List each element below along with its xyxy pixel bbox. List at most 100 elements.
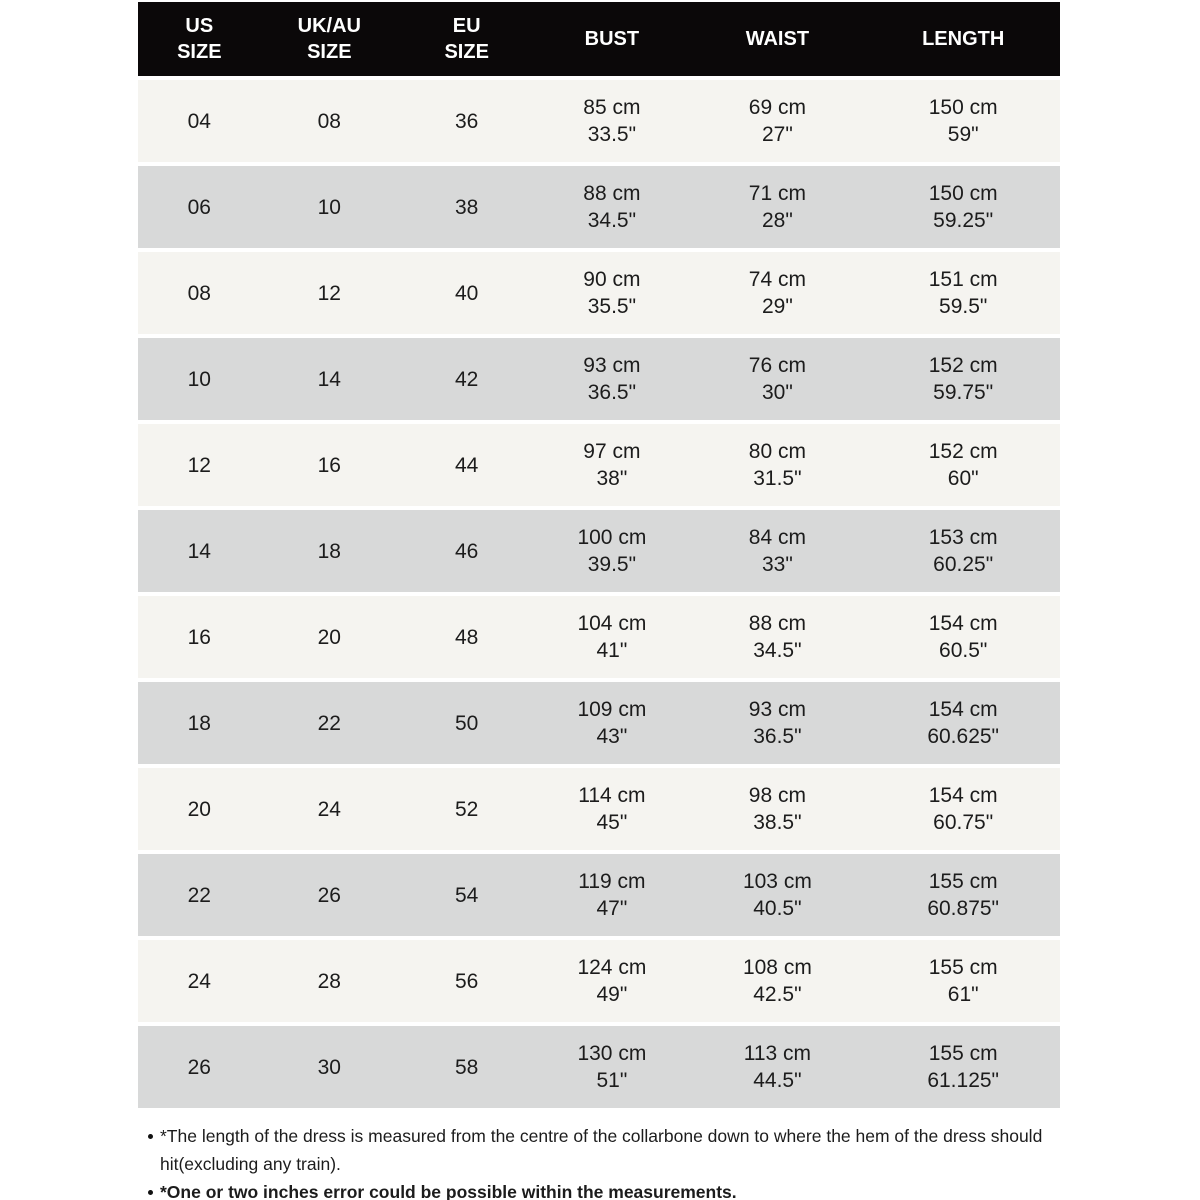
table-row: 06 10 38 88 cm 34.5" 71 cm 28" 150 cm 59.25" [138, 162, 1060, 250]
cell-us-size: 14 [138, 506, 261, 594]
cell-ukau-size: 18 [260, 506, 398, 594]
cell-waist: 113 cm 44.5" [688, 1022, 867, 1108]
cell-us-size: 10 [138, 334, 261, 422]
footnote-measurement-error: *One or two inches error could be possib… [148, 1178, 1052, 1200]
cell-length: 155 cm 60.875" [866, 850, 1060, 938]
cell-waist: 98 cm 38.5" [688, 764, 867, 852]
footnote-length-measurement: *The length of the dress is measured fro… [148, 1122, 1052, 1178]
cell-eu-size: 46 [398, 506, 536, 594]
cell-bust: 100 cm 39.5" [535, 506, 689, 594]
cell-ukau-size: 26 [260, 850, 398, 938]
cell-length: 152 cm 60" [866, 420, 1060, 508]
cell-length: 153 cm 60.25" [866, 506, 1060, 594]
table-header: US SIZE UK/AU SIZE EU SIZE BUST WAIST LE… [138, 2, 1060, 78]
column-header-bust: BUST [535, 2, 689, 78]
cell-bust: 104 cm 41" [535, 592, 689, 680]
cell-eu-size: 58 [398, 1022, 536, 1108]
cell-length: 155 cm 61" [866, 936, 1060, 1024]
cell-eu-size: 40 [398, 248, 536, 336]
cell-bust: 114 cm 45" [535, 764, 689, 852]
cell-waist: 103 cm 40.5" [688, 850, 867, 938]
cell-length: 154 cm 60.5" [866, 592, 1060, 680]
cell-eu-size: 38 [398, 162, 536, 250]
cell-length: 154 cm 60.625" [866, 678, 1060, 766]
cell-bust: 88 cm 34.5" [535, 162, 689, 250]
cell-ukau-size: 08 [260, 76, 398, 164]
cell-us-size: 18 [138, 678, 261, 766]
cell-us-size: 08 [138, 248, 261, 336]
table-row: 16 20 48 104 cm 41" 88 cm 34.5" 154 cm 60.5" [138, 592, 1060, 680]
size-chart-table: US SIZE UK/AU SIZE EU SIZE BUST WAIST LE… [138, 2, 1060, 1108]
cell-ukau-size: 20 [260, 592, 398, 680]
cell-waist: 80 cm 31.5" [688, 420, 867, 508]
cell-bust: 93 cm 36.5" [535, 334, 689, 422]
cell-ukau-size: 12 [260, 248, 398, 336]
column-header-length: LENGTH [866, 2, 1060, 78]
footnotes: *The length of the dress is measured fro… [138, 1122, 1060, 1200]
cell-eu-size: 36 [398, 76, 536, 164]
table-row: 18 22 50 109 cm 43" 93 cm 36.5" 154 cm 60.625… [138, 678, 1060, 766]
header-row: US SIZE UK/AU SIZE EU SIZE BUST WAIST LE… [138, 2, 1060, 78]
cell-us-size: 26 [138, 1022, 261, 1108]
table-row: 26 30 58 130 cm 51" 113 cm 44.5" 155 cm 61.12… [138, 1022, 1060, 1108]
cell-bust: 119 cm 47" [535, 850, 689, 938]
table-row: 10 14 42 93 cm 36.5" 76 cm 30" 152 cm 59.75" [138, 334, 1060, 422]
cell-length: 150 cm 59" [866, 76, 1060, 164]
cell-us-size: 20 [138, 764, 261, 852]
cell-waist: 84 cm 33" [688, 506, 867, 594]
table-row: 08 12 40 90 cm 35.5" 74 cm 29" 151 cm 59.5" [138, 248, 1060, 336]
cell-length: 151 cm 59.5" [866, 248, 1060, 336]
cell-length: 155 cm 61.125" [866, 1022, 1060, 1108]
column-header-eu-size: EU SIZE [398, 2, 536, 78]
cell-length: 150 cm 59.25" [866, 162, 1060, 250]
table-row: 20 24 52 114 cm 45" 98 cm 38.5" 154 cm 60.75" [138, 764, 1060, 852]
cell-waist: 74 cm 29" [688, 248, 867, 336]
cell-ukau-size: 22 [260, 678, 398, 766]
cell-ukau-size: 16 [260, 420, 398, 508]
cell-bust: 109 cm 43" [535, 678, 689, 766]
cell-bust: 90 cm 35.5" [535, 248, 689, 336]
cell-ukau-size: 14 [260, 334, 398, 422]
column-header-waist: WAIST [688, 2, 867, 78]
cell-bust: 97 cm 38" [535, 420, 689, 508]
cell-waist: 93 cm 36.5" [688, 678, 867, 766]
footnote-text: *The length of the dress is measured fro… [160, 1126, 1043, 1174]
cell-length: 154 cm 60.75" [866, 764, 1060, 852]
table-row: 04 08 36 85 cm 33.5" 69 cm 27" 150 cm 59" [138, 76, 1060, 164]
cell-us-size: 16 [138, 592, 261, 680]
cell-us-size: 12 [138, 420, 261, 508]
cell-length: 152 cm 59.75" [866, 334, 1060, 422]
cell-waist: 76 cm 30" [688, 334, 867, 422]
table-row: 24 28 56 124 cm 49" 108 cm 42.5" 155 cm 61" [138, 936, 1060, 1024]
cell-ukau-size: 24 [260, 764, 398, 852]
cell-eu-size: 52 [398, 764, 536, 852]
footnote-text: *One or two inches error could be possib… [160, 1182, 737, 1200]
table-body: 04 08 36 85 cm 33.5" 69 cm 27" 150 cm 59" 06 10… [138, 76, 1060, 1108]
column-header-ukau-size: UK/AU SIZE [260, 2, 398, 78]
cell-eu-size: 50 [398, 678, 536, 766]
cell-eu-size: 54 [398, 850, 536, 938]
cell-us-size: 04 [138, 76, 261, 164]
cell-waist: 88 cm 34.5" [688, 592, 867, 680]
table-row: 12 16 44 97 cm 38" 80 cm 31.5" 152 cm 60" [138, 420, 1060, 508]
cell-waist: 69 cm 27" [688, 76, 867, 164]
cell-ukau-size: 30 [260, 1022, 398, 1108]
cell-us-size: 22 [138, 850, 261, 938]
cell-bust: 124 cm 49" [535, 936, 689, 1024]
cell-us-size: 06 [138, 162, 261, 250]
cell-ukau-size: 28 [260, 936, 398, 1024]
cell-bust: 130 cm 51" [535, 1022, 689, 1108]
cell-eu-size: 56 [398, 936, 536, 1024]
column-header-us-size: US SIZE [138, 2, 261, 78]
cell-ukau-size: 10 [260, 162, 398, 250]
cell-eu-size: 48 [398, 592, 536, 680]
cell-waist: 71 cm 28" [688, 162, 867, 250]
cell-waist: 108 cm 42.5" [688, 936, 867, 1024]
cell-us-size: 24 [138, 936, 261, 1024]
table-row: 14 18 46 100 cm 39.5" 84 cm 33" 153 cm 60.25" [138, 506, 1060, 594]
cell-eu-size: 44 [398, 420, 536, 508]
cell-bust: 85 cm 33.5" [535, 76, 689, 164]
cell-eu-size: 42 [398, 334, 536, 422]
table-row: 22 26 54 119 cm 47" 103 cm 40.5" 155 cm 60.87… [138, 850, 1060, 938]
